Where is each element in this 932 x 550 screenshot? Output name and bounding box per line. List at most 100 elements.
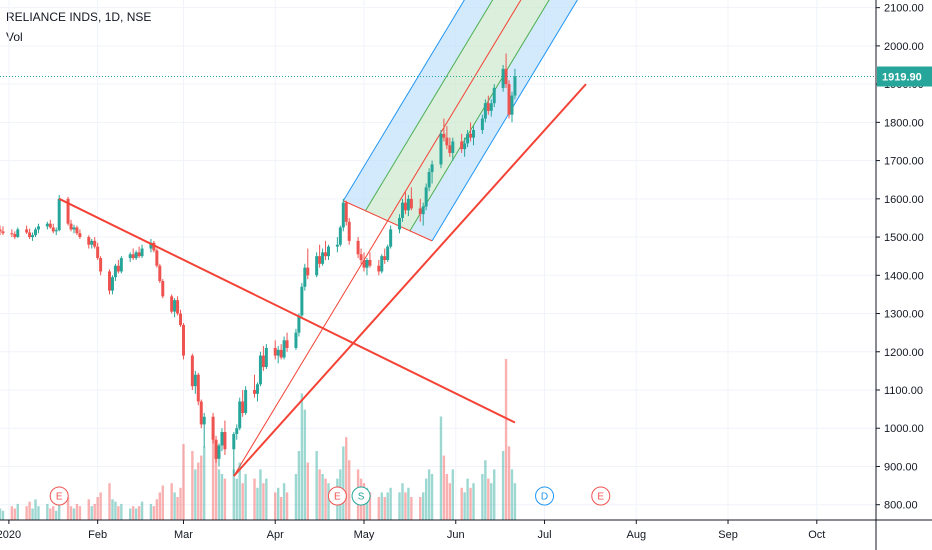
last-price-value: 1919.90 <box>882 72 922 84</box>
volume-bar <box>140 501 144 520</box>
volume-bar <box>46 503 49 520</box>
volume-indicator-label[interactable]: Vol <box>6 30 23 44</box>
volume-bar <box>49 508 52 520</box>
candle-body <box>36 226 40 230</box>
candle-body <box>66 198 70 224</box>
candle-body <box>116 265 120 272</box>
volume-bar <box>419 497 422 520</box>
chart-title: RELIANCE INDS, 1D, NSE <box>6 10 152 24</box>
volume-bar <box>75 503 79 520</box>
volume-bar <box>66 497 70 520</box>
price-tick-label: 1800.00 <box>884 117 924 129</box>
volume-bar <box>342 446 345 520</box>
candle-body <box>489 103 493 111</box>
volume-bar <box>137 506 141 520</box>
time-tick-label: Apr <box>267 529 284 541</box>
candle-body <box>324 252 328 257</box>
volume-bar <box>427 469 431 520</box>
volume-bar <box>315 451 318 520</box>
candle-body <box>264 347 268 368</box>
price-tick-label: 1700.00 <box>884 156 924 168</box>
volume-bar <box>161 485 164 520</box>
candle-body <box>190 355 194 387</box>
candle-body <box>158 265 162 282</box>
volume-bar <box>389 487 392 520</box>
candle-body <box>34 229 38 236</box>
candle-body <box>1 231 5 234</box>
volume-bar <box>445 474 449 520</box>
volume-bar <box>220 474 224 520</box>
trendline <box>233 83 587 477</box>
candle-body <box>261 355 265 368</box>
candle-body <box>235 428 239 434</box>
volume-bar <box>37 506 40 520</box>
candle-body <box>362 260 366 268</box>
pitchfork-fill-upper <box>343 0 493 211</box>
volume-bar <box>134 508 138 520</box>
candle-body <box>359 254 363 260</box>
volume-bar <box>244 474 247 520</box>
candle-body <box>48 223 52 228</box>
volume-bar <box>158 492 162 520</box>
volume-bar <box>501 451 505 520</box>
time-tick-label: Jun <box>447 529 465 541</box>
pitchfork-channel[interactable] <box>233 0 794 477</box>
volume-bar <box>0 508 2 520</box>
candle-body <box>460 141 464 150</box>
candle-body <box>214 439 218 459</box>
candle-body <box>199 401 203 425</box>
candle-body <box>439 133 443 165</box>
price-tick-label: 1500.00 <box>884 232 924 244</box>
candle-body <box>424 187 428 207</box>
volume-bar <box>78 506 82 520</box>
price-axis[interactable] <box>876 0 932 550</box>
candle-body <box>501 68 505 88</box>
price-tick-label: 2000.00 <box>884 41 924 53</box>
candle-body <box>276 349 280 356</box>
candle-body <box>389 229 393 247</box>
volume-bar <box>490 483 493 520</box>
volume-bar <box>28 501 31 520</box>
candle-body <box>244 390 248 413</box>
volume-bar <box>203 446 206 520</box>
volume-bars <box>0 359 517 520</box>
time-tick-label: Aug <box>626 529 646 541</box>
pitchfork-median-line <box>233 0 522 477</box>
volume-bar <box>513 483 517 520</box>
trendlines[interactable] <box>58 83 587 477</box>
volume-bar <box>232 469 235 520</box>
candle-body <box>507 84 511 115</box>
candle-body <box>131 254 135 259</box>
volume-bar <box>368 492 372 520</box>
candle-body <box>383 256 387 260</box>
volume-bar <box>191 451 194 520</box>
volume-bar <box>321 474 324 520</box>
candle-body <box>179 313 183 325</box>
volume-bar <box>282 483 286 520</box>
pitchfork-upper-mid-line <box>365 0 494 212</box>
volume-bar <box>487 478 490 520</box>
candle-body <box>211 416 215 440</box>
candle-body <box>99 258 103 272</box>
candle-body <box>155 250 159 266</box>
event-marker-label: E <box>597 492 604 503</box>
candle-body <box>421 206 425 215</box>
volume-bar <box>87 499 90 520</box>
last-price-badge-bg <box>877 66 932 87</box>
volume-bar <box>34 499 37 520</box>
time-tick-label: Jul <box>538 529 552 541</box>
volume-bar <box>469 487 472 520</box>
volume-bar <box>173 492 176 520</box>
candle-body <box>75 227 79 234</box>
time-axis[interactable] <box>0 520 932 550</box>
volume-bar <box>472 483 475 520</box>
candle-body <box>513 76 517 96</box>
volume-bar <box>111 499 114 520</box>
candle-body <box>448 145 452 153</box>
event-marker-label: S <box>358 492 365 503</box>
volume-bar <box>484 460 487 520</box>
candle-body <box>510 95 514 115</box>
volume-bar <box>504 359 508 520</box>
